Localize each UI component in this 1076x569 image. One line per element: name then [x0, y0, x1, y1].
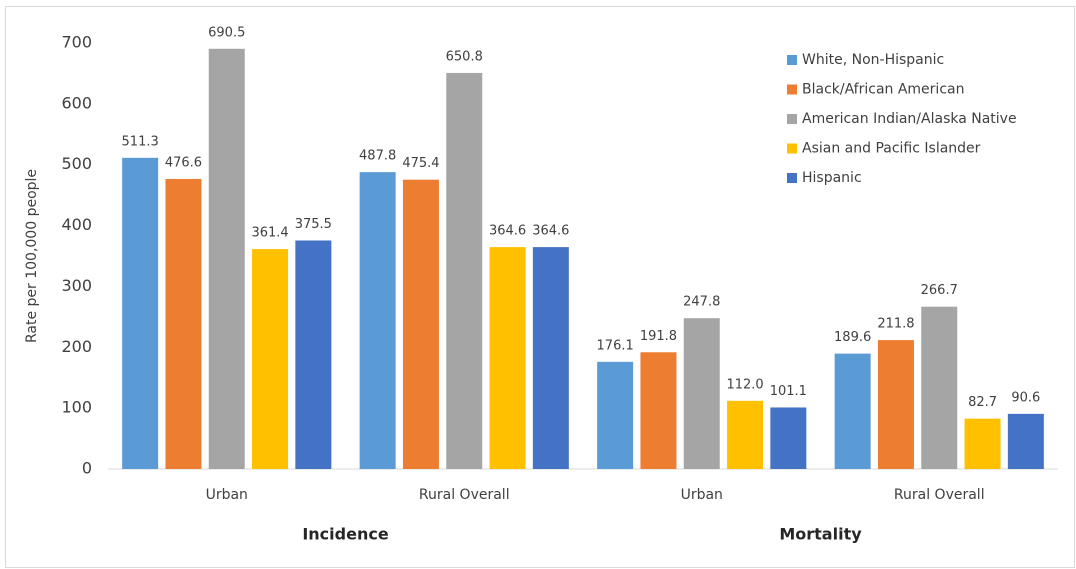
bar: [834, 353, 871, 469]
value-label: 364.6: [532, 224, 569, 239]
y-tick-label: 100: [61, 398, 92, 417]
value-label: 487.8: [359, 149, 396, 164]
bar: [921, 306, 958, 469]
bar: [877, 340, 914, 469]
y-tick-label: 200: [61, 337, 92, 356]
value-label: 511.3: [122, 134, 159, 149]
legend-swatch: [787, 84, 797, 95]
y-axis-label: Rate per 100,000 people: [24, 169, 40, 343]
value-label: 176.1: [597, 338, 634, 353]
value-label: 189.6: [834, 330, 871, 345]
bar: [252, 249, 289, 469]
legend-label: Hispanic: [802, 170, 862, 186]
x-tick-label: Urban: [681, 487, 723, 503]
y-tick-label: 600: [61, 93, 92, 112]
bar: [446, 72, 483, 469]
bar: [640, 352, 677, 469]
bar: [165, 178, 202, 469]
legend-label: American Indian/Alaska Native: [802, 111, 1017, 127]
bar: [964, 418, 1001, 469]
value-label: 375.5: [295, 217, 332, 232]
value-label: 476.6: [165, 155, 202, 170]
y-tick-label: 700: [61, 33, 92, 52]
bar: [1007, 413, 1044, 469]
legend-swatch: [787, 173, 797, 183]
x-tick-label: Urban: [206, 487, 248, 503]
group-label: Mortality: [779, 525, 862, 544]
y-tick-label: 400: [61, 215, 92, 234]
legend-swatch: [787, 143, 797, 154]
legend-swatch: [787, 55, 797, 65]
legend-label: Black/African American: [802, 82, 964, 98]
value-label: 101.1: [770, 384, 807, 399]
bar: [727, 400, 764, 469]
value-label: 690.5: [208, 25, 245, 40]
x-tick-label: Rural Overall: [894, 487, 985, 503]
bar: [359, 172, 396, 469]
legend-label: White, Non-Hispanic: [802, 52, 944, 68]
y-tick-label: 0: [82, 459, 92, 478]
legend-swatch: [787, 114, 797, 124]
bar: [402, 179, 439, 469]
bar: [597, 361, 634, 469]
bar: [683, 318, 720, 469]
group-label: Incidence: [302, 525, 388, 544]
value-label: 361.4: [251, 226, 288, 241]
bar: [295, 240, 332, 469]
value-label: 475.4: [402, 156, 439, 171]
value-label: 364.6: [489, 224, 526, 239]
value-label: 247.8: [683, 295, 720, 310]
bar: [489, 247, 526, 469]
bar: [122, 157, 159, 469]
value-label: 90.6: [1011, 390, 1040, 405]
value-label: 266.7: [921, 283, 958, 298]
legend-label: Asian and Pacific Islander: [802, 141, 981, 157]
value-label: 82.7: [968, 395, 997, 410]
value-label: 650.8: [446, 49, 483, 64]
y-tick-label: 500: [61, 154, 92, 173]
value-label: 191.8: [640, 329, 677, 344]
value-label: 211.8: [877, 317, 914, 332]
x-tick-label: Rural Overall: [419, 487, 510, 503]
bar: [208, 48, 245, 469]
value-label: 112.0: [726, 377, 763, 392]
bar: [532, 247, 569, 469]
bar: [770, 407, 807, 469]
y-tick-label: 300: [61, 276, 92, 295]
chart-border: [5, 6, 1075, 568]
